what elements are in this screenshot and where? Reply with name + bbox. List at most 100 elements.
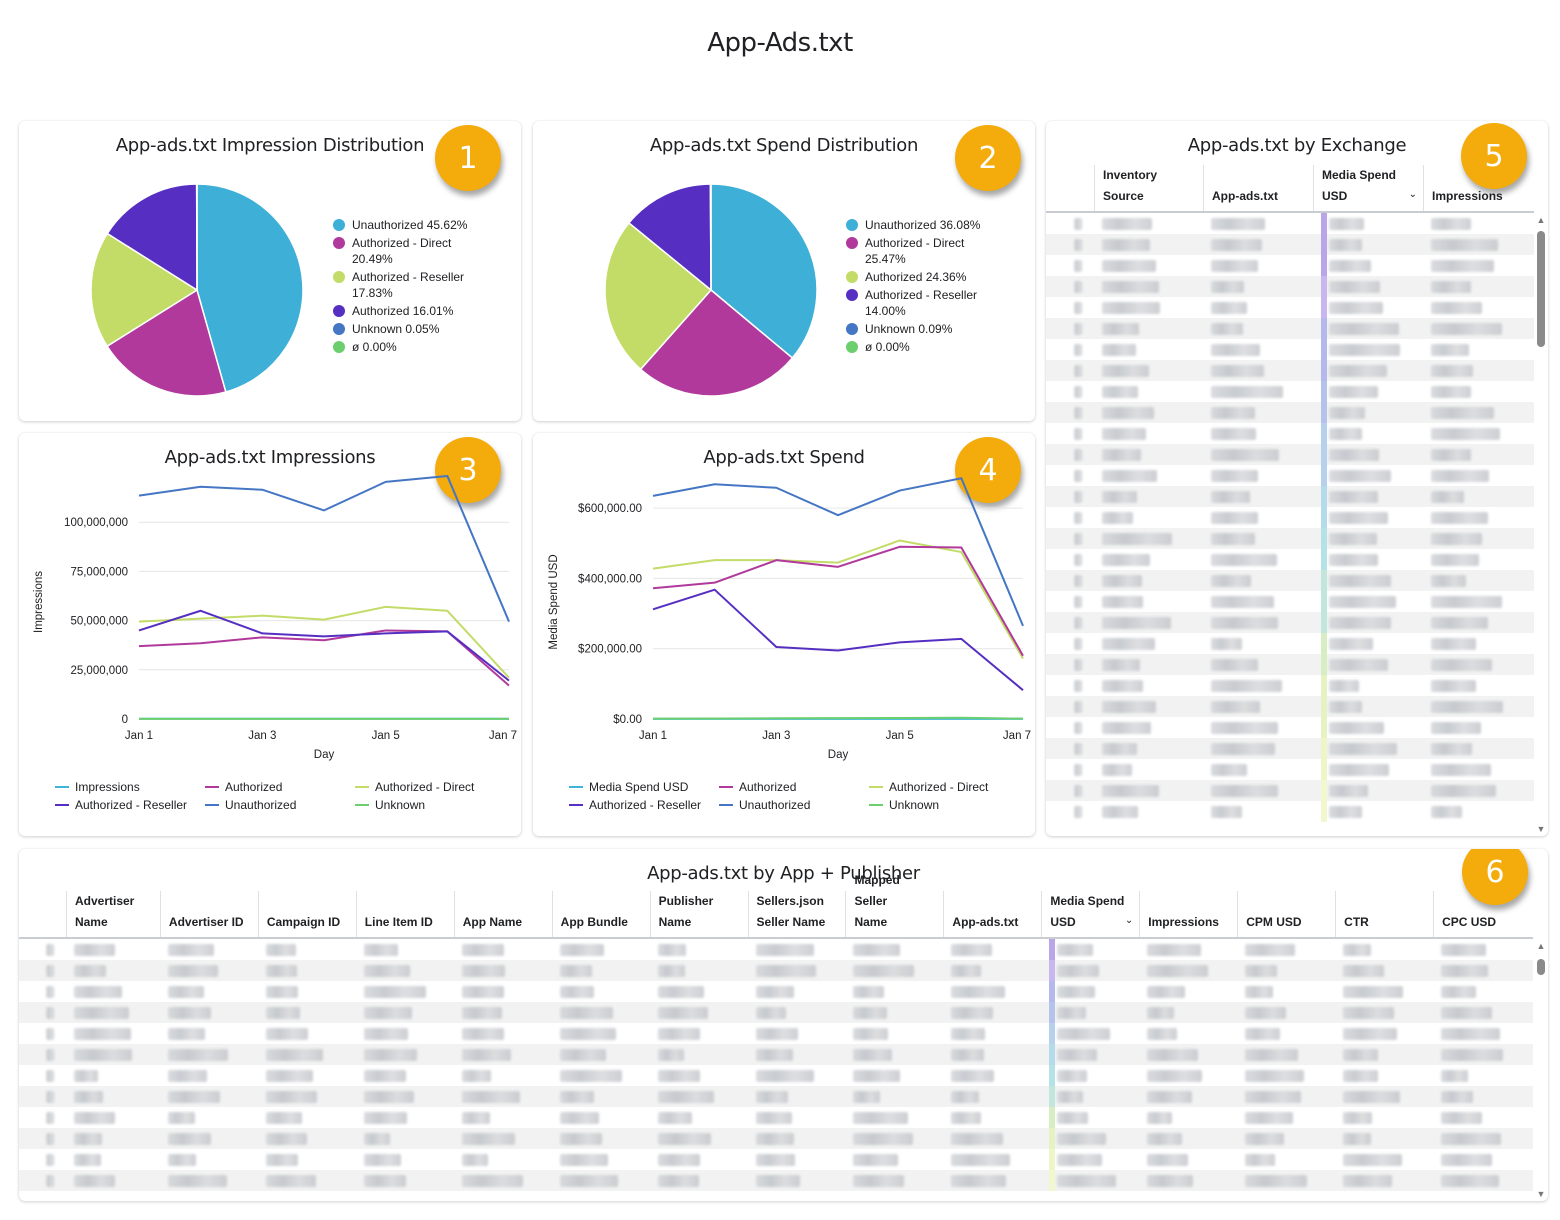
column-header-campaign-id[interactable]: Campaign ID (257, 891, 356, 937)
table-row[interactable] (19, 1002, 1533, 1023)
series-line-unauthorized[interactable] (652, 477, 1024, 627)
legend-item[interactable]: Authorized - Reseller (569, 798, 719, 812)
table-row[interactable] (19, 939, 1533, 960)
table-row[interactable] (1046, 444, 1534, 465)
column-header-advertiser-name[interactable]: Advertiser Name (65, 891, 160, 937)
table-row[interactable] (1046, 738, 1534, 759)
legend-item[interactable]: Authorized - Reseller 17.83% (333, 269, 482, 301)
table-row[interactable] (1046, 612, 1534, 633)
series-line-authorized-direct[interactable] (652, 539, 1024, 660)
column-header-app-ads-txt[interactable]: App-ads.txt (1203, 165, 1313, 211)
table-row[interactable] (1046, 654, 1534, 675)
legend-item[interactable]: Authorized 24.36% (846, 269, 995, 285)
table-row[interactable] (1046, 801, 1534, 822)
pie-slice-authorized-direct[interactable] (639, 288, 794, 397)
legend-item[interactable]: Authorized - Direct 25.47% (846, 235, 995, 267)
column-header-advertiser-id[interactable]: Advertiser ID (159, 891, 258, 937)
pie-slice-authorized-reseller[interactable] (627, 183, 712, 292)
column-header-cpc-usd[interactable]: CPC USD (1433, 891, 1533, 937)
column-header-ctr[interactable]: CTR (1335, 891, 1433, 937)
vertical-scrollbar[interactable]: ▲ ▼ (1535, 939, 1547, 1201)
table-row[interactable] (1046, 717, 1534, 738)
table-row[interactable] (1046, 402, 1534, 423)
pie-slice-authorized-direct[interactable] (106, 288, 227, 397)
column-header-app-ads-txt[interactable]: App-ads.txt (943, 891, 1041, 937)
column-header-app-bundle[interactable]: App Bundle (551, 891, 650, 937)
column-header-sellers-json-seller-name[interactable]: Sellers.json Seller Name (747, 891, 846, 937)
table-row[interactable] (1046, 213, 1534, 234)
table-row[interactable] (19, 1170, 1533, 1191)
scroll-up-icon[interactable]: ▲ (1536, 215, 1546, 225)
column-header-publisher-name[interactable]: Publisher Name (649, 891, 748, 937)
column-header-media-spend-usd[interactable]: Media Spend USD ⌄ (1041, 891, 1139, 937)
table-row[interactable] (1046, 570, 1534, 591)
legend-item[interactable]: Unauthorized (719, 798, 869, 812)
table-row[interactable] (1046, 465, 1534, 486)
table-row[interactable] (1046, 507, 1534, 528)
table-row[interactable] (1046, 675, 1534, 696)
legend-item[interactable]: Authorized - Reseller (55, 798, 205, 812)
column-header-impressions[interactable]: Impressions (1423, 165, 1533, 211)
table-row[interactable] (1046, 381, 1534, 402)
table-row[interactable] (1046, 360, 1534, 381)
table-row[interactable] (1046, 591, 1534, 612)
series-line-authorized[interactable] (652, 545, 1024, 657)
table-row[interactable] (1046, 780, 1534, 801)
column-header-app-name[interactable]: App Name (453, 891, 552, 937)
chevron-down-icon[interactable]: ⌄ (1124, 915, 1134, 926)
pie-slice-unauthorized[interactable] (710, 183, 818, 360)
legend-item[interactable]: Unknown (869, 798, 1019, 812)
table-row[interactable] (1046, 255, 1534, 276)
series-line-unauthorized[interactable] (138, 474, 510, 622)
legend-item[interactable]: Authorized 16.01% (333, 303, 482, 319)
series-line-authorized-reseller[interactable] (138, 609, 510, 682)
chevron-down-icon[interactable]: ⌄ (1408, 189, 1417, 200)
table-row[interactable] (1046, 549, 1534, 570)
legend-item[interactable]: Unknown (355, 798, 505, 812)
table-row[interactable] (19, 1149, 1533, 1170)
series-line-authorized-direct[interactable] (138, 605, 510, 679)
column-header-mapped-seller-name[interactable]: Mapped Seller Name (845, 873, 943, 937)
series-line-unknown[interactable] (652, 716, 1024, 720)
table-row[interactable] (1046, 528, 1534, 549)
column-header-cpm-usd[interactable]: CPM USD (1237, 891, 1335, 937)
table-row[interactable] (19, 1044, 1533, 1065)
series-line-authorized-reseller[interactable] (652, 588, 1024, 691)
table-row[interactable] (19, 1107, 1533, 1128)
legend-item[interactable]: Authorized - Direct (355, 780, 505, 794)
table-row[interactable] (1046, 276, 1534, 297)
table-row[interactable] (1046, 297, 1534, 318)
table-row[interactable] (1046, 339, 1534, 360)
table-row[interactable] (1046, 234, 1534, 255)
legend-item[interactable]: Media Spend USD (569, 780, 719, 794)
table-row[interactable] (1046, 696, 1534, 717)
pie-slice-authorized[interactable] (106, 183, 198, 292)
table-row[interactable] (19, 1086, 1533, 1107)
column-header-media-spend-usd[interactable]: Media Spend USD ⌄ (1313, 165, 1423, 211)
table-row[interactable] (19, 1128, 1533, 1149)
legend-item[interactable]: Unauthorized 45.62% (333, 217, 482, 233)
pie-slice-authorized[interactable] (604, 221, 713, 371)
table-row[interactable] (1046, 633, 1534, 654)
scroll-down-icon[interactable]: ▼ (1536, 824, 1546, 834)
legend-item[interactable]: ø 0.00% (846, 339, 995, 355)
legend-item[interactable]: Authorized - Reseller 14.00% (846, 287, 995, 319)
table-row[interactable] (19, 981, 1533, 1002)
legend-item[interactable]: Authorized - Direct 20.49% (333, 235, 482, 267)
table-row[interactable] (1046, 759, 1534, 780)
scroll-down-icon[interactable]: ▼ (1536, 1189, 1546, 1199)
legend-item[interactable]: Unauthorized 36.08% (846, 217, 995, 233)
table-row[interactable] (1046, 423, 1534, 444)
table-row[interactable] (19, 960, 1533, 981)
pie-slice-unauthorized[interactable] (196, 183, 304, 393)
column-header-impressions[interactable]: Impressions (1139, 891, 1237, 937)
table-row[interactable] (19, 1023, 1533, 1044)
pie-slice-unknown[interactable] (709, 183, 712, 291)
legend-item[interactable]: Authorized (205, 780, 355, 794)
scrollbar-thumb[interactable] (1537, 959, 1545, 975)
legend-item[interactable]: Unknown 0.05% (333, 321, 482, 337)
legend-item[interactable]: Unauthorized (205, 798, 355, 812)
scrollbar-thumb[interactable] (1537, 231, 1545, 347)
table-row[interactable] (1046, 318, 1534, 339)
column-header-line-item-id[interactable]: Line Item ID (355, 891, 454, 937)
